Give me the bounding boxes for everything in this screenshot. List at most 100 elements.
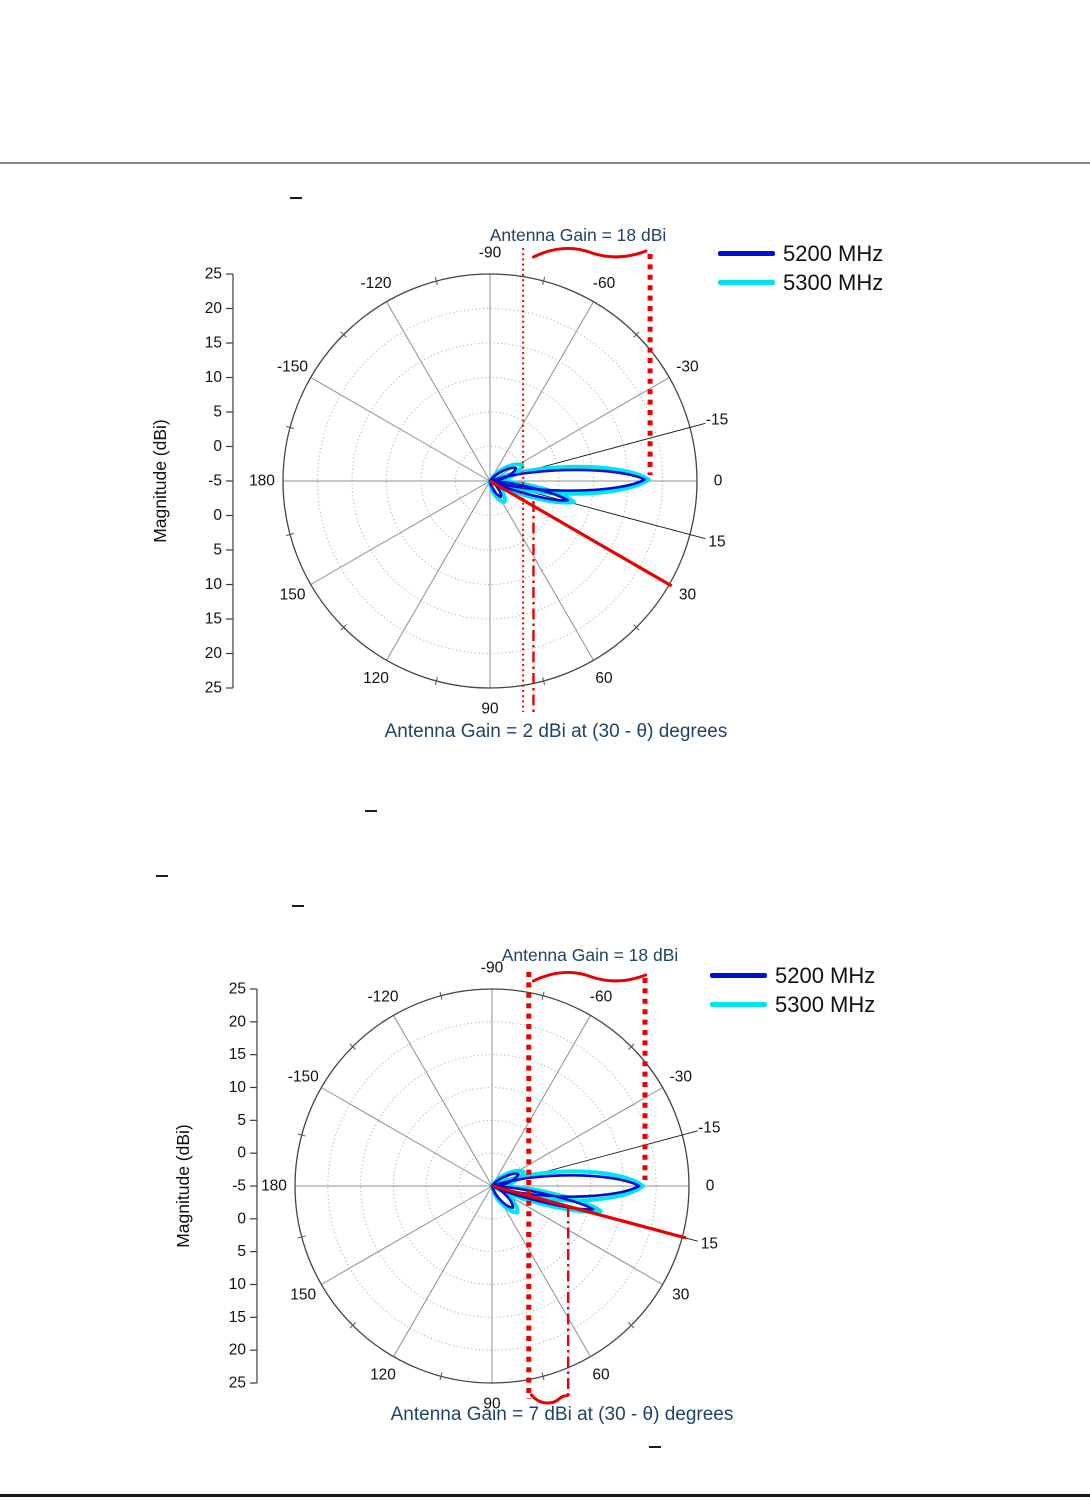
red-radial-line-30deg <box>489 479 673 588</box>
mag-tick-label: 25 <box>205 680 222 697</box>
mag-tick-label: 0 <box>237 1145 246 1162</box>
angle-label-120: 120 <box>370 1366 396 1383</box>
magnitude-axis: 25 20 15 10 5 0 -5 0 5 10 15 20 25 Magnitude (dBi) <box>150 266 234 697</box>
magnitude-axis-title: Magnitude (dBi) <box>173 1124 193 1248</box>
mag-tick-label: 20 <box>229 1013 247 1030</box>
stray-dash <box>365 810 377 812</box>
angle-label--30: -30 <box>676 359 699 376</box>
stray-dash <box>290 197 302 199</box>
legend-line-5200 <box>710 973 767 978</box>
lobe <box>488 478 576 505</box>
mag-tick-label: 5 <box>213 542 222 559</box>
bottom-horizontal-rule <box>0 1494 1090 1497</box>
mag-tick-label: -5 <box>208 473 222 490</box>
angle-label-0: 0 <box>706 1178 715 1195</box>
magnitude-axis-title: Magnitude (dBi) <box>150 419 170 543</box>
stray-dash <box>649 1446 661 1448</box>
mag-tick-label: 0 <box>213 507 222 524</box>
angle-label--90: -90 <box>479 245 502 262</box>
angle-label-0: 0 <box>714 473 723 490</box>
annotation-gain-18dbi: Antenna Gain = 18 dBi <box>489 225 667 245</box>
stray-dash <box>156 875 168 877</box>
red-markers <box>491 971 687 1405</box>
mag-tick-label: 0 <box>237 1210 246 1227</box>
mag-tick-label: 15 <box>229 1309 246 1326</box>
mag-tick-label: 10 <box>205 369 223 386</box>
stray-dash <box>292 905 304 907</box>
lobe <box>488 466 518 483</box>
lobe <box>490 1183 603 1214</box>
mag-tick-label: 20 <box>205 645 223 662</box>
legend-item-5300: 5300 MHz <box>710 990 875 1019</box>
angle-label-15: 15 <box>708 533 725 550</box>
lobe <box>488 464 651 496</box>
angle-label-150: 150 <box>290 1287 316 1304</box>
angle-label--120: -120 <box>367 989 398 1006</box>
mag-tick-label: 20 <box>229 1342 247 1359</box>
angle-label--60: -60 <box>590 989 613 1006</box>
mag-tick-label: -5 <box>232 1178 246 1195</box>
mag-tick-label: 25 <box>229 1375 246 1392</box>
lobe <box>490 1184 595 1211</box>
red-markers <box>489 247 673 712</box>
outer-circle <box>282 273 698 689</box>
annotation-gain-18dbi: Antenna Gain = 18 dBi <box>501 945 679 965</box>
angle-label--15: -15 <box>698 1119 720 1136</box>
angle-label-90: 90 <box>481 701 499 718</box>
angle-label-15: 15 <box>701 1236 718 1253</box>
angle-label-30: 30 <box>679 587 697 604</box>
polar-plot-elevation-1: 25 20 15 10 5 0 -5 0 5 10 15 20 25 Magnitude (dBi) -90… <box>150 245 728 718</box>
legend: 5200 MHz 5300 MHz <box>710 961 875 1019</box>
red-wavy-top <box>531 971 648 983</box>
legend-label-5200: 5200 MHz <box>783 240 884 266</box>
lobe <box>488 479 569 502</box>
legend-label-5300: 5300 MHz <box>783 269 884 295</box>
angle-label--60: -60 <box>593 275 616 292</box>
mag-tick-label: 25 <box>229 981 246 998</box>
legend-item-5200: 5200 MHz <box>710 961 875 990</box>
lobe <box>490 1174 641 1198</box>
magnitude-axis: 25 20 15 10 5 0 -5 0 5 10 15 20 25 Magnitude (dBi) <box>173 981 258 1392</box>
legend-line-5200 <box>718 251 775 256</box>
mag-tick-label: 15 <box>205 335 222 352</box>
angle-label-150: 150 <box>280 587 306 604</box>
polar-plot-elevation-2: 25 20 15 10 5 0 -5 0 5 10 15 20 25 Magnitude (dBi) -90… <box>173 960 721 1413</box>
series-5200MHz <box>488 466 646 502</box>
red-radial-line-15deg <box>491 1184 687 1240</box>
legend-line-5300 <box>718 280 775 285</box>
angle-label--150: -150 <box>277 359 308 376</box>
lobe <box>490 1172 520 1188</box>
legend-line-5300 <box>710 1002 767 1007</box>
legend-label-5200: 5200 MHz <box>775 962 876 988</box>
annotation-gain-2dbi: Antenna Gain = 2 dBi at (30 - θ) degrees <box>384 721 728 742</box>
angle-label--120: -120 <box>360 275 391 292</box>
mag-tick-label: 25 <box>205 266 222 283</box>
mag-tick-label: 15 <box>205 611 222 628</box>
angle-label--30: -30 <box>670 1069 693 1086</box>
outer-circle <box>294 988 690 1384</box>
legend-label-5300: 5300 MHz <box>775 991 876 1017</box>
angle-label--150: -150 <box>288 1069 319 1086</box>
angle-label--90: -90 <box>481 960 504 977</box>
angle-label-60: 60 <box>595 670 613 687</box>
angle-label-90: 90 <box>483 1396 501 1413</box>
top-horizontal-rule <box>0 162 1090 164</box>
mag-tick-label: 0 <box>213 438 222 455</box>
angle-label-120: 120 <box>363 670 389 687</box>
mag-tick-label: 5 <box>213 404 222 421</box>
mag-tick-label: 10 <box>229 1276 247 1293</box>
angle-label-180: 180 <box>261 1178 287 1195</box>
mag-tick-label: 10 <box>205 576 223 593</box>
series-5200MHz <box>490 1172 641 1211</box>
angle-label--15: -15 <box>706 412 728 429</box>
lobe <box>490 1184 515 1210</box>
mag-tick-label: 5 <box>237 1243 246 1260</box>
legend-item-5200: 5200 MHz <box>718 239 883 268</box>
mag-tick-label: 20 <box>205 300 223 317</box>
mag-tick-label: 5 <box>237 1112 246 1129</box>
angle-label-180: 180 <box>249 473 275 490</box>
legend-item-5300: 5300 MHz <box>718 268 883 297</box>
